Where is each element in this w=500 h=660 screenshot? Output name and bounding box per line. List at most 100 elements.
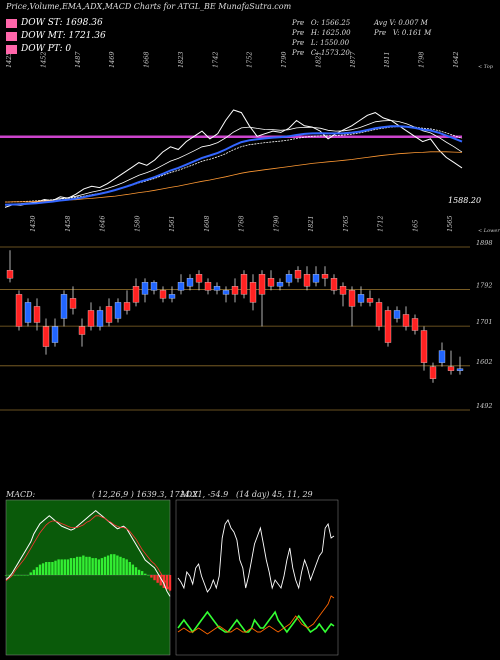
macd-hist-bar: [57, 559, 60, 575]
volume-last: Pre V: 0.161 M: [374, 29, 432, 37]
candle-body: [249, 282, 257, 303]
candle-body: [393, 310, 401, 319]
candle-body: [105, 306, 113, 323]
macd-hist-bar: [20, 575, 23, 576]
ohlc-low: Pre L: 1550.00: [292, 39, 350, 47]
candle-body: [132, 286, 140, 303]
legend-swatch: [6, 44, 17, 54]
lower-price-label: 1565: [446, 215, 454, 232]
candle-body: [321, 274, 329, 279]
candle-body: [177, 282, 185, 291]
legend-dow-mt: DOW MT: 1721.36: [6, 31, 106, 41]
candle-body: [15, 294, 23, 327]
candle-body: [267, 278, 275, 287]
candle-body: [204, 282, 212, 291]
legend-label: DOW PT: 0: [21, 44, 72, 54]
top-price-label: 1668: [143, 51, 151, 68]
top-price-label: 1790: [280, 51, 288, 68]
price-level-label: 1701: [476, 318, 493, 326]
macd-hist-bar: [119, 556, 122, 575]
macd-hist-bar: [51, 562, 54, 575]
price-level-label: 1602: [476, 358, 493, 366]
last-price-label: 1588.20: [448, 196, 481, 205]
candle-body: [222, 290, 230, 295]
lower-price-label: 1580: [133, 215, 141, 232]
macd-hist-bar: [29, 572, 32, 575]
candle-body: [366, 298, 374, 303]
lower-price-label: 1561: [168, 215, 176, 232]
candle-body: [330, 278, 338, 291]
candle-body: [240, 274, 248, 295]
candle-body: [402, 314, 410, 327]
macd-hist-bar: [75, 556, 79, 575]
candle-body: [285, 274, 293, 283]
macd-hist-bar: [125, 559, 128, 575]
lower-price-label: 1790: [272, 215, 280, 232]
macd-hist-bar: [156, 575, 159, 583]
macd-line: [5, 509, 171, 597]
candle-body: [357, 294, 365, 303]
candle-body: [114, 302, 122, 319]
candle-body: [375, 302, 383, 327]
ohlc-high: Pre H: 1625.00: [292, 29, 351, 37]
top-price-label: 1425: [5, 51, 13, 68]
legend-swatch: [6, 31, 17, 41]
candle-body: [294, 270, 302, 279]
candle-body: [438, 350, 446, 363]
top-price-label: 1469: [108, 51, 116, 68]
macd-hist-bar: [153, 575, 156, 581]
price-level-label: 1792: [476, 282, 493, 290]
candle-body: [159, 290, 167, 299]
candle-body: [447, 366, 455, 371]
candle-body: [24, 302, 32, 323]
price-level-label: 1898: [476, 239, 493, 247]
macd-hist-bar: [63, 559, 66, 575]
macd-hist-bar: [85, 556, 88, 575]
top-price-label: 1487: [74, 51, 82, 68]
macd-hist-bar: [137, 569, 141, 575]
volume-avg: Avg V: 0.007 M: [374, 19, 428, 27]
macd-hist-bar: [72, 558, 76, 575]
macd-hist-bar: [165, 575, 169, 590]
candle-body: [312, 274, 320, 283]
macd-hist-bar: [131, 564, 135, 575]
lower-price-label: 1646: [99, 215, 107, 232]
candle-body: [303, 274, 311, 287]
top-price-label: 1823: [177, 51, 185, 68]
lower-price-label: 165: [411, 220, 419, 232]
macd-hist-bar: [4, 575, 8, 576]
macd-hist-bar: [94, 558, 97, 575]
series-line-price: [4, 109, 463, 208]
macd-hist-bar: [144, 573, 147, 575]
top-price-label: 1821: [314, 51, 322, 68]
price-level-label: 1492: [476, 402, 493, 410]
macd-hist-bar: [17, 575, 20, 576]
macd-hist-bar: [122, 558, 125, 575]
macd-hist-bar: [150, 575, 153, 578]
macd-hist-bar: [48, 562, 51, 575]
legend-label: DOW ST: 1698.36: [21, 18, 103, 28]
series-line-ema-blue: [4, 125, 463, 206]
adx-title: ADX: [180, 490, 198, 499]
macd-hist-bar: [97, 559, 101, 575]
macd-hist-bar: [45, 562, 48, 575]
macd-hist-bar: [41, 563, 45, 575]
candle-body: [96, 310, 104, 327]
candle-body: [411, 318, 419, 331]
lower-price-label: 1821: [307, 215, 315, 232]
candle-body: [384, 310, 392, 343]
macd-hist-bar: [82, 555, 85, 575]
macd-hist-bar: [128, 562, 131, 575]
candle-body: [78, 326, 86, 335]
candle-body: [150, 282, 158, 291]
legend-label: DOW MT: 1721.36: [21, 31, 106, 41]
macd-hist-bar: [32, 569, 36, 575]
top-price-label: 1752: [246, 51, 254, 68]
candle-body: [420, 330, 428, 363]
candle-body: [276, 282, 284, 287]
lower-price-label: 1768: [238, 215, 246, 232]
macd-signal-line: [5, 515, 171, 592]
lower-edge-label: < Lower: [478, 228, 500, 234]
macd-hist-bar: [7, 575, 11, 576]
